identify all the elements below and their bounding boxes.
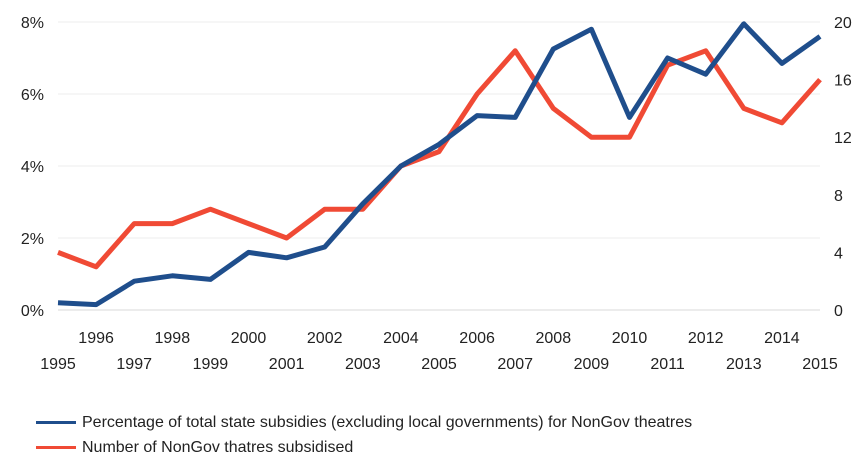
left-tick-label: 8% (21, 15, 44, 32)
x-axis-ticks: 1995199619971998199920002001200220032004… (40, 330, 838, 373)
x-tick-label: 2006 (459, 330, 495, 347)
x-tick-label: 2004 (383, 330, 419, 347)
legend: Percentage of total state subsidies (exc… (36, 410, 692, 460)
series-line-percentage (57, 21, 822, 308)
x-tick-label: 2009 (574, 356, 610, 373)
x-tick-label: 1997 (116, 356, 152, 373)
left-tick-label: 2% (21, 231, 44, 248)
right-tick-label: 0 (834, 303, 843, 320)
series-lines (57, 21, 822, 308)
x-tick-label: 2007 (497, 356, 533, 373)
left-tick-label: 0% (21, 303, 44, 320)
right-tick-label: 12 (834, 130, 852, 147)
x-tick-label: 2012 (688, 330, 724, 347)
x-tick-label: 1995 (40, 356, 76, 373)
x-tick-label: 2001 (269, 356, 305, 373)
x-tick-label: 2005 (421, 356, 457, 373)
right-tick-label: 20 (834, 15, 852, 32)
x-tick-label: 2011 (650, 356, 685, 373)
legend-item: Percentage of total state subsidies (exc… (36, 410, 692, 435)
right-tick-label: 4 (834, 245, 843, 262)
x-tick-label: 2008 (536, 330, 572, 347)
x-tick-label: 1999 (193, 356, 229, 373)
legend-swatch-count (36, 446, 76, 449)
x-tick-label: 1998 (155, 330, 191, 347)
legend-label-count: Number of NonGov thatres subsidised (82, 439, 354, 456)
x-tick-label: 2000 (231, 330, 267, 347)
right-tick-label: 8 (834, 188, 843, 205)
legend-item: Number of NonGov thatres subsidised (36, 435, 692, 460)
x-tick-label: 2002 (307, 330, 343, 347)
gridlines (58, 21, 820, 239)
legend-swatch-percentage (36, 421, 76, 424)
x-tick-label: 2014 (764, 330, 800, 347)
x-tick-label: 1996 (78, 330, 114, 347)
left-tick-label: 6% (21, 87, 44, 104)
legend-label-percentage: Percentage of total state subsidies (exc… (82, 414, 693, 431)
x-tick-label: 2010 (612, 330, 648, 347)
right-tick-label: 16 (834, 73, 852, 90)
chart: 0% 2% 4% 6% 8% 0 4 8 12 16 20 1995199619971998199… (21, 15, 852, 373)
x-tick-label: 2013 (726, 356, 762, 373)
right-axis-ticks: 0 4 8 12 16 20 (834, 15, 852, 320)
x-tick-label: 2015 (802, 356, 838, 373)
x-tick-label: 2003 (345, 356, 381, 373)
left-axis-ticks: 0% 2% 4% 6% 8% (21, 15, 44, 320)
left-tick-label: 4% (21, 159, 44, 176)
series-line-count (57, 48, 822, 270)
